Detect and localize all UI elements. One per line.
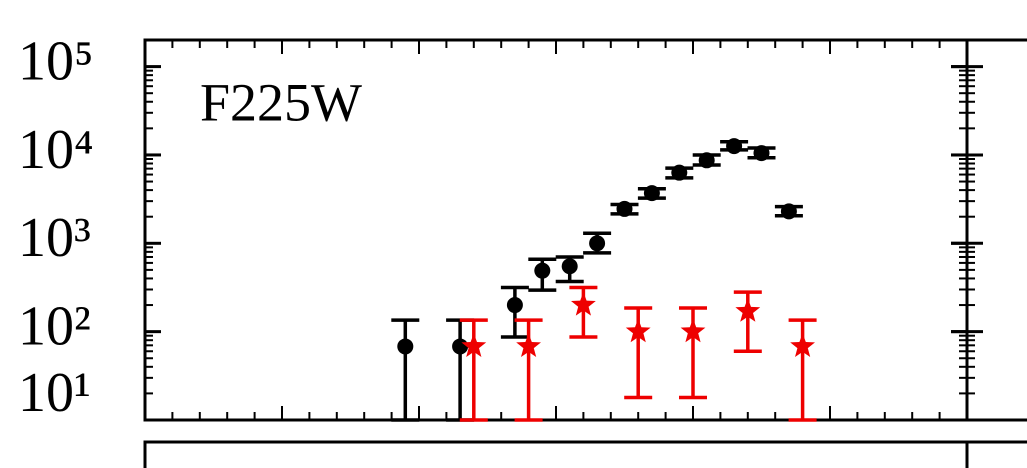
circle-marker [506, 297, 523, 314]
y-tick-label: 10⁵ [18, 30, 94, 92]
y-tick-label: 10² [18, 295, 91, 357]
star-marker [735, 298, 761, 322]
star-marker [461, 333, 487, 357]
circle-marker [671, 164, 688, 181]
error-bar [391, 318, 420, 422]
circle-marker [780, 203, 797, 220]
circle-marker [534, 262, 551, 279]
star-marker [680, 318, 706, 343]
y-tick-label: 10³ [18, 207, 91, 269]
circle-marker [698, 152, 715, 169]
y-tick-label: 10¹ [18, 362, 91, 424]
x-minor-ticks [171, 40, 941, 420]
lower-panel-frame [143, 440, 1027, 468]
star-marker [625, 318, 651, 343]
circle-marker [753, 145, 770, 162]
error-bar [446, 318, 475, 422]
circle-marker [643, 185, 660, 202]
circle-marker [726, 138, 743, 155]
star-marker [516, 333, 541, 357]
y-tick-label: 10⁴ [18, 119, 94, 181]
star-marker [571, 292, 596, 316]
circle-marker [561, 258, 578, 275]
star-marker [790, 333, 815, 357]
circle-marker [589, 235, 606, 252]
circle-marker [616, 200, 633, 217]
circle-marker [452, 338, 469, 355]
chart-title: F225W [200, 72, 362, 132]
circle-marker [397, 338, 414, 355]
